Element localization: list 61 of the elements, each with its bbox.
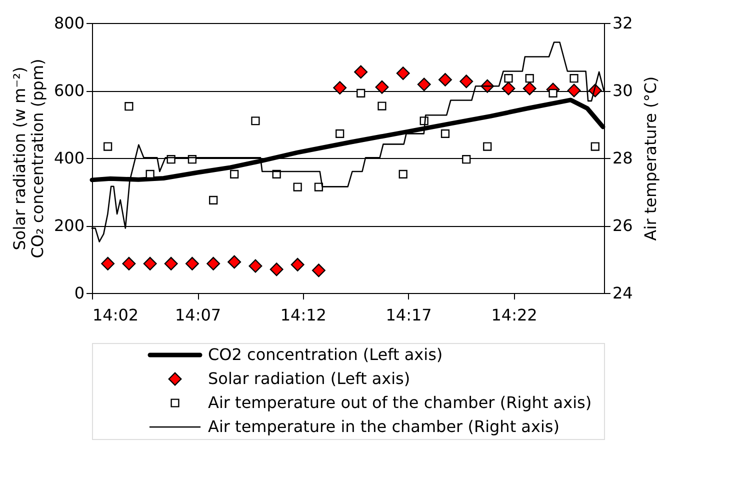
y-tick-label: 400 <box>54 148 84 168</box>
point <box>354 65 368 79</box>
point <box>206 256 220 270</box>
y2-tick-label: 24 <box>612 284 633 302</box>
x-tick-label: 14:22 <box>491 306 538 324</box>
point <box>570 74 578 83</box>
point <box>122 256 136 270</box>
point <box>248 259 262 273</box>
point <box>417 78 431 92</box>
point <box>483 142 492 151</box>
point <box>567 84 581 98</box>
y2-tick-label: 30 <box>612 81 633 100</box>
y-tick-label: 0 <box>74 284 84 302</box>
point <box>522 82 536 96</box>
x-tick-label: 14:07 <box>174 306 222 324</box>
point <box>590 142 600 151</box>
y-tick-label: 800 <box>54 14 84 32</box>
point <box>104 142 112 151</box>
point <box>396 66 410 80</box>
point <box>230 170 239 179</box>
y2-axis-title: Air temperature (°C) <box>640 76 660 241</box>
point <box>124 102 134 111</box>
x-tick-label: 14:17 <box>386 306 432 324</box>
point <box>398 170 408 179</box>
point <box>164 256 178 270</box>
legend-label: Solar radiation (Left axis) <box>208 369 410 388</box>
y2-tick-label: 28 <box>612 148 633 168</box>
point <box>462 155 471 164</box>
x-tick-label: 14:12 <box>280 306 326 324</box>
y2-tick-label: 26 <box>612 216 633 235</box>
y-axis-title: Solar radiation (w m⁻²) CO₂ concentration (ppm) <box>10 58 47 258</box>
point <box>548 88 558 98</box>
point <box>312 264 326 278</box>
point <box>209 196 218 204</box>
legend-label: CO2 concentration (Left axis) <box>208 345 443 364</box>
point <box>502 82 516 96</box>
point <box>333 81 347 95</box>
point <box>290 258 304 272</box>
point <box>460 74 474 88</box>
point <box>143 256 157 270</box>
point <box>101 256 115 270</box>
point <box>251 116 260 126</box>
point <box>504 74 513 83</box>
point <box>525 74 534 83</box>
y2-tick-label: 32 <box>612 14 633 32</box>
point <box>375 80 389 94</box>
legend-label: Air temperature out of the chamber (Right axis) <box>208 393 592 412</box>
point <box>185 256 199 270</box>
x-tick-label: 14:02 <box>92 306 139 324</box>
point <box>356 88 366 98</box>
point <box>228 255 242 269</box>
legend-label: Air temperature in the chamber (Right axis) <box>208 417 560 436</box>
point <box>438 72 452 86</box>
point <box>336 129 344 138</box>
point <box>378 102 386 110</box>
point <box>440 129 450 138</box>
point <box>270 262 284 276</box>
y-tick-label: 200 <box>54 216 84 235</box>
y-tick-label: 600 <box>54 81 84 100</box>
point <box>293 182 302 192</box>
point <box>314 182 324 192</box>
